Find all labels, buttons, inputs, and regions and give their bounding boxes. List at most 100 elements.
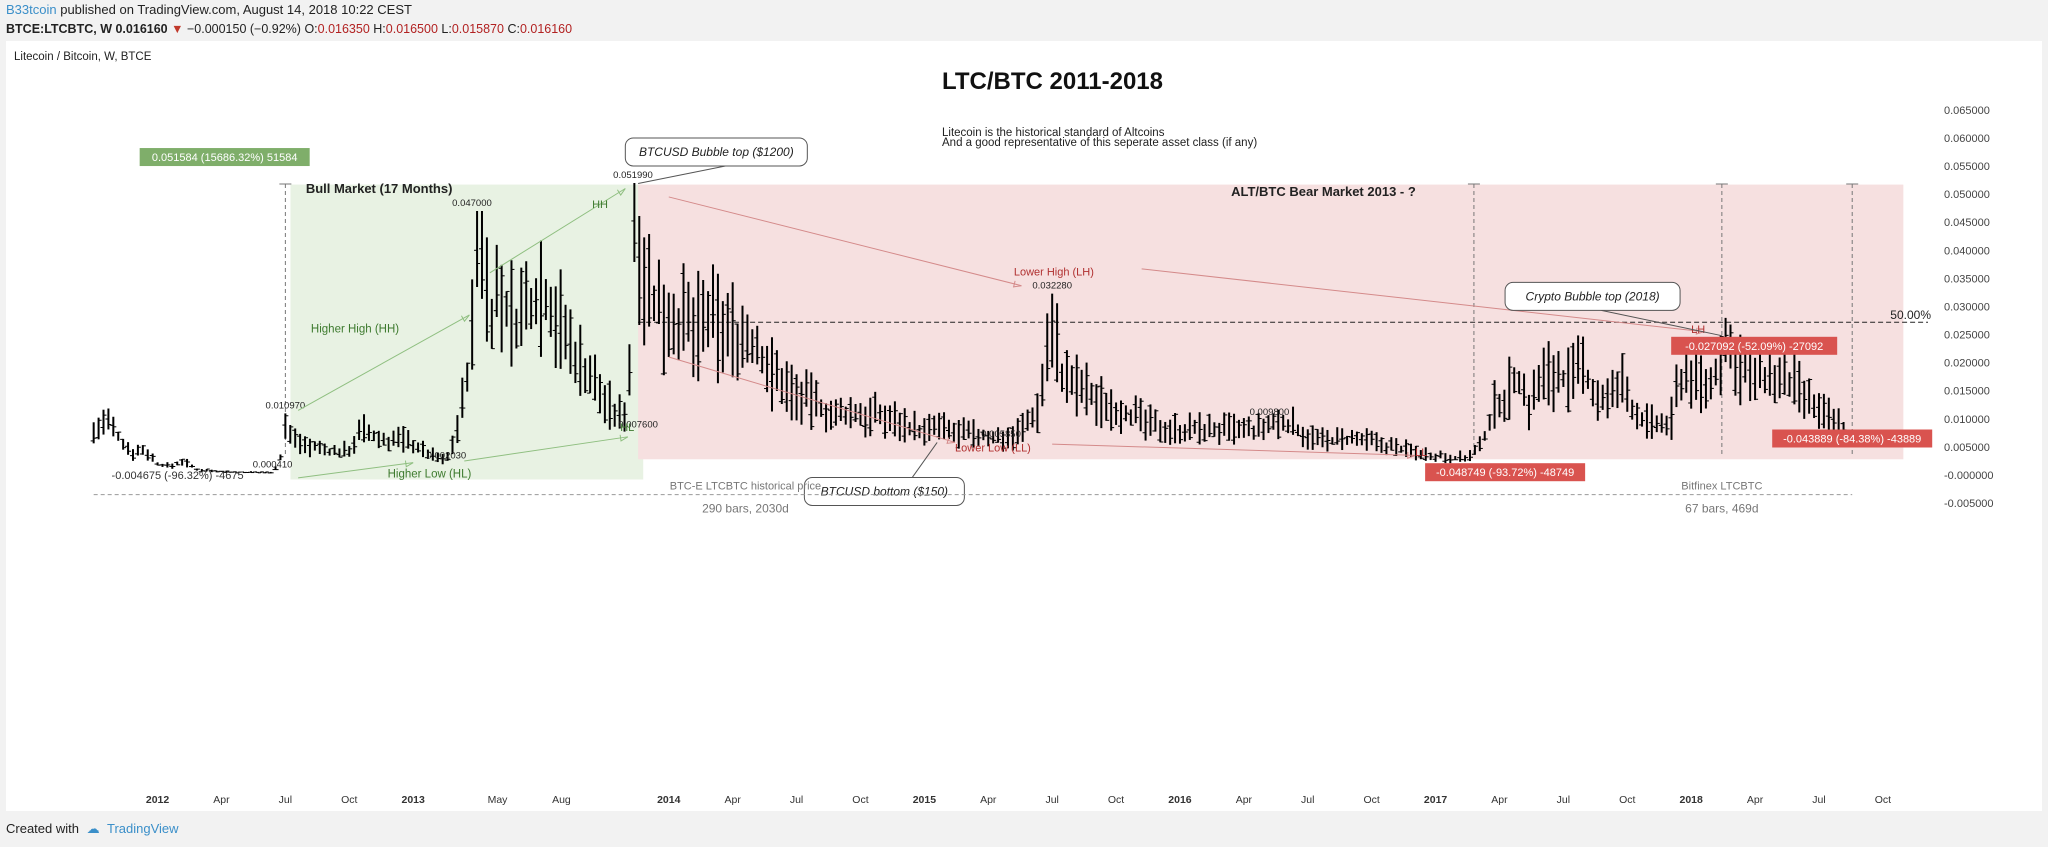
x-tick-label: Jul: [790, 794, 803, 806]
hl-label: HL: [620, 422, 634, 434]
badge-drop-text: -0.004675 (-96.32%) -4675: [112, 470, 244, 482]
y-tick-label: -0.005000: [1944, 498, 1994, 510]
y-tick-label: 0.040000: [1944, 245, 1990, 257]
down-arrow-icon: ▼: [171, 22, 184, 36]
symbol-label: BTCE:LTCBTC, W: [6, 22, 112, 36]
arrow-hh-head: [616, 188, 626, 196]
badge-now-text: -0.043889 (-84.38%) -43889: [1783, 434, 1921, 446]
x-tick-label: May: [488, 794, 509, 806]
x-tick-label: Apr: [213, 794, 230, 806]
btce-bars-label: 290 bars, 2030d: [702, 502, 789, 516]
price-chart[interactable]: 0.065000 0.060000 0.055000 0.050000 0.045000…: [6, 41, 2042, 811]
bubble-2018-callout-text: Crypto Bubble top (2018): [1526, 289, 1660, 303]
y-tick-label: 0.065000: [1944, 105, 1990, 117]
price-label: 0.010970: [266, 400, 306, 411]
price-label: 0.047000: [452, 198, 492, 209]
tradingview-logo-icon: ☁: [86, 821, 100, 836]
y-tick-label: 0.005000: [1944, 442, 1990, 454]
high-value: 0.016500: [385, 22, 438, 36]
arrow-higher-low: [298, 462, 414, 479]
badge-bull: [139, 148, 310, 167]
arrow-higher-high-head: [461, 314, 470, 323]
x-tick-label: Oct: [1364, 794, 1380, 806]
y-tick-label: 0.020000: [1944, 358, 1990, 370]
badge-now: [1772, 429, 1933, 448]
chart-panel[interactable]: 0.065000 0.060000 0.055000 0.050000 0.045000…: [6, 41, 2042, 811]
bubble-2013-callout-pointer: [638, 165, 726, 184]
y-tick-label: 0.015000: [1944, 386, 1990, 398]
arrow-lower-low-head: [946, 437, 956, 444]
x-tick-label: Apr: [725, 794, 742, 806]
y-tick-label: 0.050000: [1944, 189, 1990, 201]
bubble-2013-callout-text: BTCUSD Bubble top ($1200): [639, 145, 794, 159]
created-with-text: Created with: [6, 821, 79, 836]
low-label: L:: [441, 22, 452, 36]
arrow-hh: [489, 188, 626, 274]
chart-subtitle: And a good representative of this sepera…: [942, 137, 1257, 149]
arrow-hl-head: [619, 434, 629, 442]
badge-lh: [1671, 336, 1838, 355]
close-value: 0.016160: [519, 22, 573, 36]
lh-label: LH: [1691, 324, 1705, 336]
x-tick-label: Jul: [1301, 794, 1314, 806]
price-label: 0.005850: [981, 429, 1021, 440]
bitfinex-range-label: Bitfinex LTCBTC: [1681, 481, 1762, 493]
publish-text: published on TradingView.com, August 14,…: [60, 2, 412, 17]
low-value: 0.015870: [451, 22, 504, 36]
x-tick-label: 2017: [1424, 794, 1448, 806]
bubble-2013-callout: [624, 137, 808, 167]
price-change: −0.000150 (−0.92%): [186, 22, 301, 36]
chart-title: LTC/BTC 2011-2018: [942, 68, 1163, 95]
btce-range-label: BTC-E LTCBTC historical price: [670, 481, 821, 493]
bear-market-label: ALT/BTC Bear Market 2013 - ?: [1231, 184, 1416, 199]
arrow-lower-high: [668, 196, 1022, 287]
badge-lh-text: -0.027092 (-52.09%) -27092: [1685, 341, 1823, 353]
footer: Created with ☁ TradingView: [0, 811, 2048, 847]
y-tick-label: 0.060000: [1944, 133, 1990, 145]
price-label: 0.000410: [253, 460, 293, 471]
x-tick-label: Jul: [1557, 794, 1570, 806]
tradingview-link[interactable]: TradingView: [107, 821, 179, 836]
x-tick-label: Apr: [1747, 794, 1764, 806]
x-tick-label: Jul: [1812, 794, 1825, 806]
lower-low-label: Lower Low (LL): [955, 442, 1031, 454]
high-label: H:: [373, 22, 386, 36]
bull-market-zone: [290, 184, 644, 480]
quote-bar: BTCE:LTCBTC, W 0.016160 ▼ −0.000150 (−0.…: [0, 19, 2048, 39]
y-tick-label: 0.010000: [1944, 414, 1990, 426]
price-label: 0.051990: [613, 170, 653, 181]
badge-bear: [1425, 463, 1586, 482]
arrow-lower-low: [668, 356, 956, 443]
close-label: C:: [507, 22, 520, 36]
publish-info: B33tcoin published on TradingView.com, A…: [0, 0, 2048, 20]
bubble-2018-callout-pointer: [1601, 309, 1722, 337]
x-tick-label: Apr: [1491, 794, 1508, 806]
higher-low-label: Higher Low (HL): [388, 468, 472, 480]
x-tick-label: 2015: [913, 794, 937, 806]
badge-bear-text: -0.048749 (-93.72%) -48749: [1436, 467, 1574, 479]
x-tick-label: 2012: [146, 794, 170, 806]
arrow-lh: [1141, 268, 1705, 333]
higher-high-label: Higher High (HH): [311, 323, 399, 335]
author-link[interactable]: B33tcoin: [6, 2, 57, 17]
y-tick-label: 0.055000: [1944, 161, 1990, 173]
x-tick-label: Jul: [279, 794, 292, 806]
lower-high-label: Lower High (LH): [1014, 267, 1094, 279]
x-tick-label: Oct: [1875, 794, 1891, 806]
bubble-2018-callout: [1504, 281, 1681, 311]
bottom-2015-callout-text: BTCUSD bottom ($150): [821, 484, 948, 498]
price-label: 0.007600: [618, 419, 658, 430]
y-tick-label: 0.025000: [1944, 330, 1990, 342]
price-label: 0.009800: [1250, 407, 1290, 418]
x-tick-label: Oct: [852, 794, 868, 806]
price-label: 0.002030: [427, 451, 467, 462]
x-tick-label: Oct: [1108, 794, 1124, 806]
price-label: 0.032280: [1032, 281, 1072, 292]
x-tick-label: Apr: [980, 794, 997, 806]
arrow-lower-high-head: [1012, 280, 1022, 288]
arrow-hl: [464, 436, 628, 462]
x-tick-label: Oct: [1619, 794, 1635, 806]
y-tick-label: 0.030000: [1944, 301, 1990, 313]
x-tick-label: Jul: [1045, 794, 1058, 806]
bull-market-label: Bull Market (17 Months): [306, 181, 453, 196]
